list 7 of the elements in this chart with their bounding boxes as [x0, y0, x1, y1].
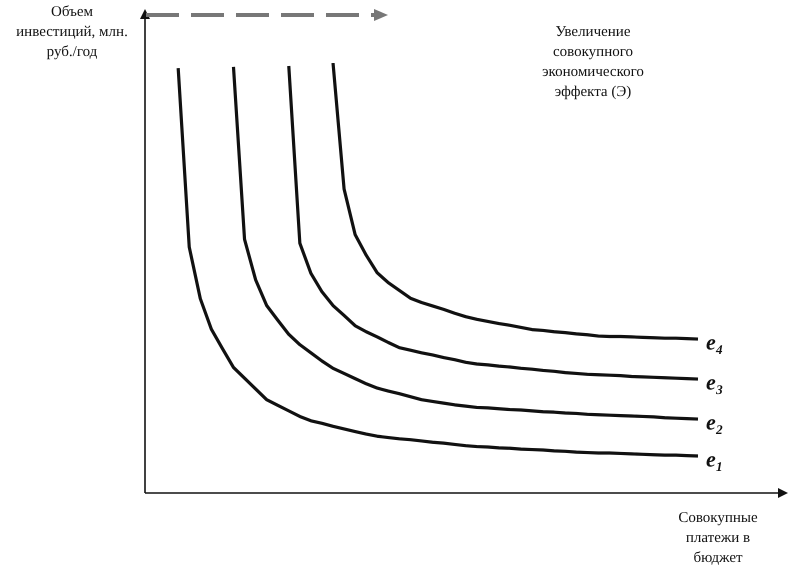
x-axis-title: Совокупные платежи в бюджет: [677, 509, 759, 568]
y-axis-title: Объем инвестиций, млн. руб./год: [15, 3, 129, 62]
series-label: e₄: [706, 330, 724, 355]
series-label: e₃: [706, 370, 724, 395]
series-label: e₁: [706, 446, 724, 472]
series-label: e₂: [706, 410, 724, 435]
annotation: Увеличение совокупного экономического эффекта (Э): [541, 23, 645, 102]
